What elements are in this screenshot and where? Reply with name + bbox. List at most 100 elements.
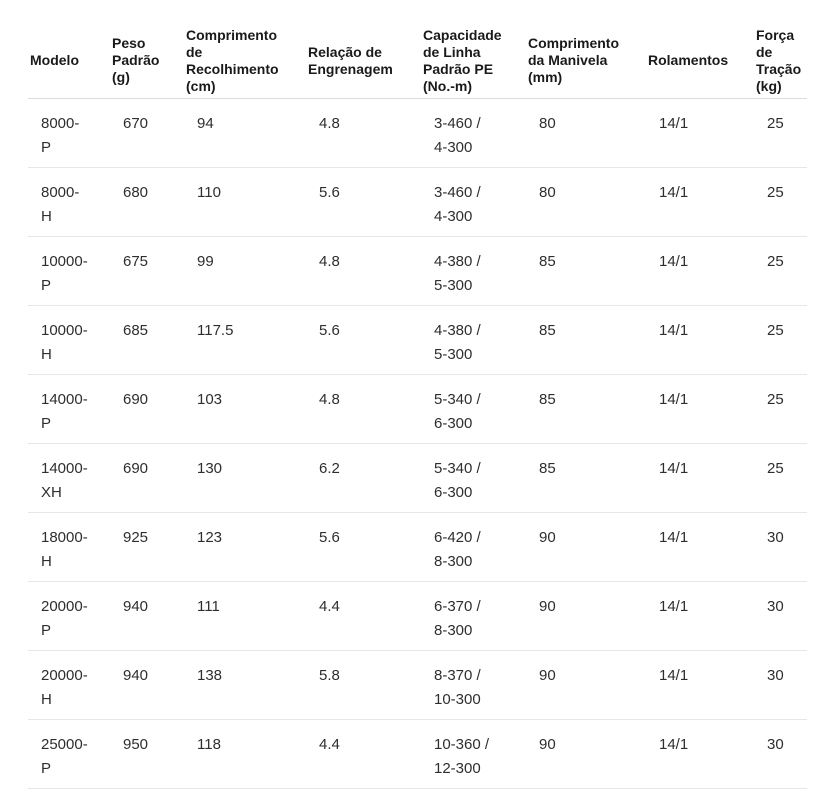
col-header-comprimento-recolhimento: Comprimento de Recolhimento (cm) (184, 0, 306, 99)
cell-capacidade-linha: 5-340 / 6-300 (421, 443, 526, 513)
cell-forca-tracao: 30 (754, 512, 807, 582)
col-header-peso-padrao: Peso Padrão (g) (110, 0, 184, 99)
table-row: 18000- H 925 123 5.6 6-420 / 8-300 90 14… (28, 512, 807, 582)
cell-capacidade-linha: 4-380 / 5-300 (421, 236, 526, 306)
col-header-rolamentos: Rolamentos (646, 0, 754, 99)
cell-modelo: 10000- P (28, 236, 110, 306)
cell-capacidade-linha: 10-360 / 12-300 (421, 719, 526, 789)
cell-peso-padrao: 685 (110, 305, 184, 375)
cell-rolamentos: 14/1 (646, 374, 754, 444)
cell-rolamentos: 14/1 (646, 650, 754, 720)
cell-comprimento-manivela: 85 (526, 443, 646, 513)
cell-capacidade-linha: 8-370 / 10-300 (421, 650, 526, 720)
cell-modelo: 8000- P (28, 98, 110, 168)
table-row: 20000- P 940 111 4.4 6-370 / 8-300 90 14… (28, 581, 807, 651)
cell-forca-tracao: 25 (754, 236, 807, 306)
cell-rolamentos: 14/1 (646, 236, 754, 306)
table-row: 8000- H 680 110 5.6 3-460 / 4-300 80 14/… (28, 167, 807, 237)
cell-capacidade-linha: 3-460 / 4-300 (421, 98, 526, 168)
cell-relacao-engrenagem: 4.8 (306, 236, 421, 306)
cell-peso-padrao: 940 (110, 581, 184, 651)
cell-modelo: 14000- P (28, 374, 110, 444)
cell-comprimento-manivela: 80 (526, 98, 646, 168)
header-row: Modelo Peso Padrão (g) Comprimento de Re… (28, 0, 807, 99)
cell-rolamentos: 14/1 (646, 167, 754, 237)
cell-rolamentos: 14/1 (646, 581, 754, 651)
cell-peso-padrao: 690 (110, 443, 184, 513)
cell-rolamentos: 14/1 (646, 443, 754, 513)
cell-modelo: 18000- H (28, 512, 110, 582)
col-header-capacidade-linha: Capacidade de Linha Padrão PE (No.-m) (421, 0, 526, 99)
cell-comprimento-recolhimento: 117.5 (184, 305, 306, 375)
table-row: 14000- P 690 103 4.8 5-340 / 6-300 85 14… (28, 374, 807, 444)
col-header-modelo: Modelo (28, 0, 110, 99)
cell-comprimento-recolhimento: 103 (184, 374, 306, 444)
cell-forca-tracao: 25 (754, 98, 807, 168)
cell-relacao-engrenagem: 4.8 (306, 374, 421, 444)
cell-relacao-engrenagem: 5.6 (306, 167, 421, 237)
cell-comprimento-recolhimento: 111 (184, 581, 306, 651)
cell-comprimento-recolhimento: 94 (184, 98, 306, 168)
cell-forca-tracao: 30 (754, 719, 807, 789)
spec-table: Modelo Peso Padrão (g) Comprimento de Re… (28, 0, 807, 789)
cell-peso-padrao: 690 (110, 374, 184, 444)
cell-capacidade-linha: 4-380 / 5-300 (421, 305, 526, 375)
cell-peso-padrao: 925 (110, 512, 184, 582)
cell-forca-tracao: 30 (754, 581, 807, 651)
cell-comprimento-recolhimento: 123 (184, 512, 306, 582)
cell-capacidade-linha: 3-460 / 4-300 (421, 167, 526, 237)
cell-modelo: 8000- H (28, 167, 110, 237)
cell-peso-padrao: 950 (110, 719, 184, 789)
cell-comprimento-manivela: 90 (526, 512, 646, 582)
table-row: 10000- P 675 99 4.8 4-380 / 5-300 85 14/… (28, 236, 807, 306)
table-row: 14000- XH 690 130 6.2 5-340 / 6-300 85 1… (28, 443, 807, 513)
cell-capacidade-linha: 6-370 / 8-300 (421, 581, 526, 651)
cell-modelo: 20000- P (28, 581, 110, 651)
cell-comprimento-recolhimento: 118 (184, 719, 306, 789)
cell-comprimento-manivela: 90 (526, 581, 646, 651)
cell-relacao-engrenagem: 4.4 (306, 581, 421, 651)
cell-peso-padrao: 680 (110, 167, 184, 237)
cell-relacao-engrenagem: 4.4 (306, 719, 421, 789)
cell-comprimento-recolhimento: 130 (184, 443, 306, 513)
cell-peso-padrao: 675 (110, 236, 184, 306)
cell-forca-tracao: 25 (754, 443, 807, 513)
table-row: 20000- H 940 138 5.8 8-370 / 10-300 90 1… (28, 650, 807, 720)
col-header-forca-tracao: Força de Tração (kg) (754, 0, 807, 99)
cell-relacao-engrenagem: 5.8 (306, 650, 421, 720)
cell-capacidade-linha: 6-420 / 8-300 (421, 512, 526, 582)
cell-comprimento-recolhimento: 110 (184, 167, 306, 237)
cell-capacidade-linha: 5-340 / 6-300 (421, 374, 526, 444)
cell-comprimento-manivela: 85 (526, 305, 646, 375)
cell-rolamentos: 14/1 (646, 719, 754, 789)
cell-relacao-engrenagem: 4.8 (306, 98, 421, 168)
cell-comprimento-recolhimento: 138 (184, 650, 306, 720)
cell-peso-padrao: 670 (110, 98, 184, 168)
col-header-relacao-engrenagem: Relação de Engrenagem (306, 0, 421, 99)
cell-relacao-engrenagem: 5.6 (306, 512, 421, 582)
col-header-comprimento-manivela: Comprimento da Manivela (mm) (526, 0, 646, 99)
table-row: 25000- P 950 118 4.4 10-360 / 12-300 90 … (28, 719, 807, 789)
cell-comprimento-manivela: 85 (526, 236, 646, 306)
table-row: 10000- H 685 117.5 5.6 4-380 / 5-300 85 … (28, 305, 807, 375)
cell-modelo: 14000- XH (28, 443, 110, 513)
cell-forca-tracao: 25 (754, 167, 807, 237)
cell-comprimento-manivela: 90 (526, 650, 646, 720)
cell-relacao-engrenagem: 6.2 (306, 443, 421, 513)
cell-modelo: 20000- H (28, 650, 110, 720)
cell-forca-tracao: 25 (754, 374, 807, 444)
cell-relacao-engrenagem: 5.6 (306, 305, 421, 375)
cell-rolamentos: 14/1 (646, 305, 754, 375)
cell-rolamentos: 14/1 (646, 512, 754, 582)
cell-forca-tracao: 30 (754, 650, 807, 720)
cell-comprimento-recolhimento: 99 (184, 236, 306, 306)
table-row: 8000- P 670 94 4.8 3-460 / 4-300 80 14/1… (28, 98, 807, 168)
cell-rolamentos: 14/1 (646, 98, 754, 168)
cell-comprimento-manivela: 85 (526, 374, 646, 444)
cell-comprimento-manivela: 90 (526, 719, 646, 789)
cell-modelo: 25000- P (28, 719, 110, 789)
cell-modelo: 10000- H (28, 305, 110, 375)
cell-forca-tracao: 25 (754, 305, 807, 375)
cell-comprimento-manivela: 80 (526, 167, 646, 237)
